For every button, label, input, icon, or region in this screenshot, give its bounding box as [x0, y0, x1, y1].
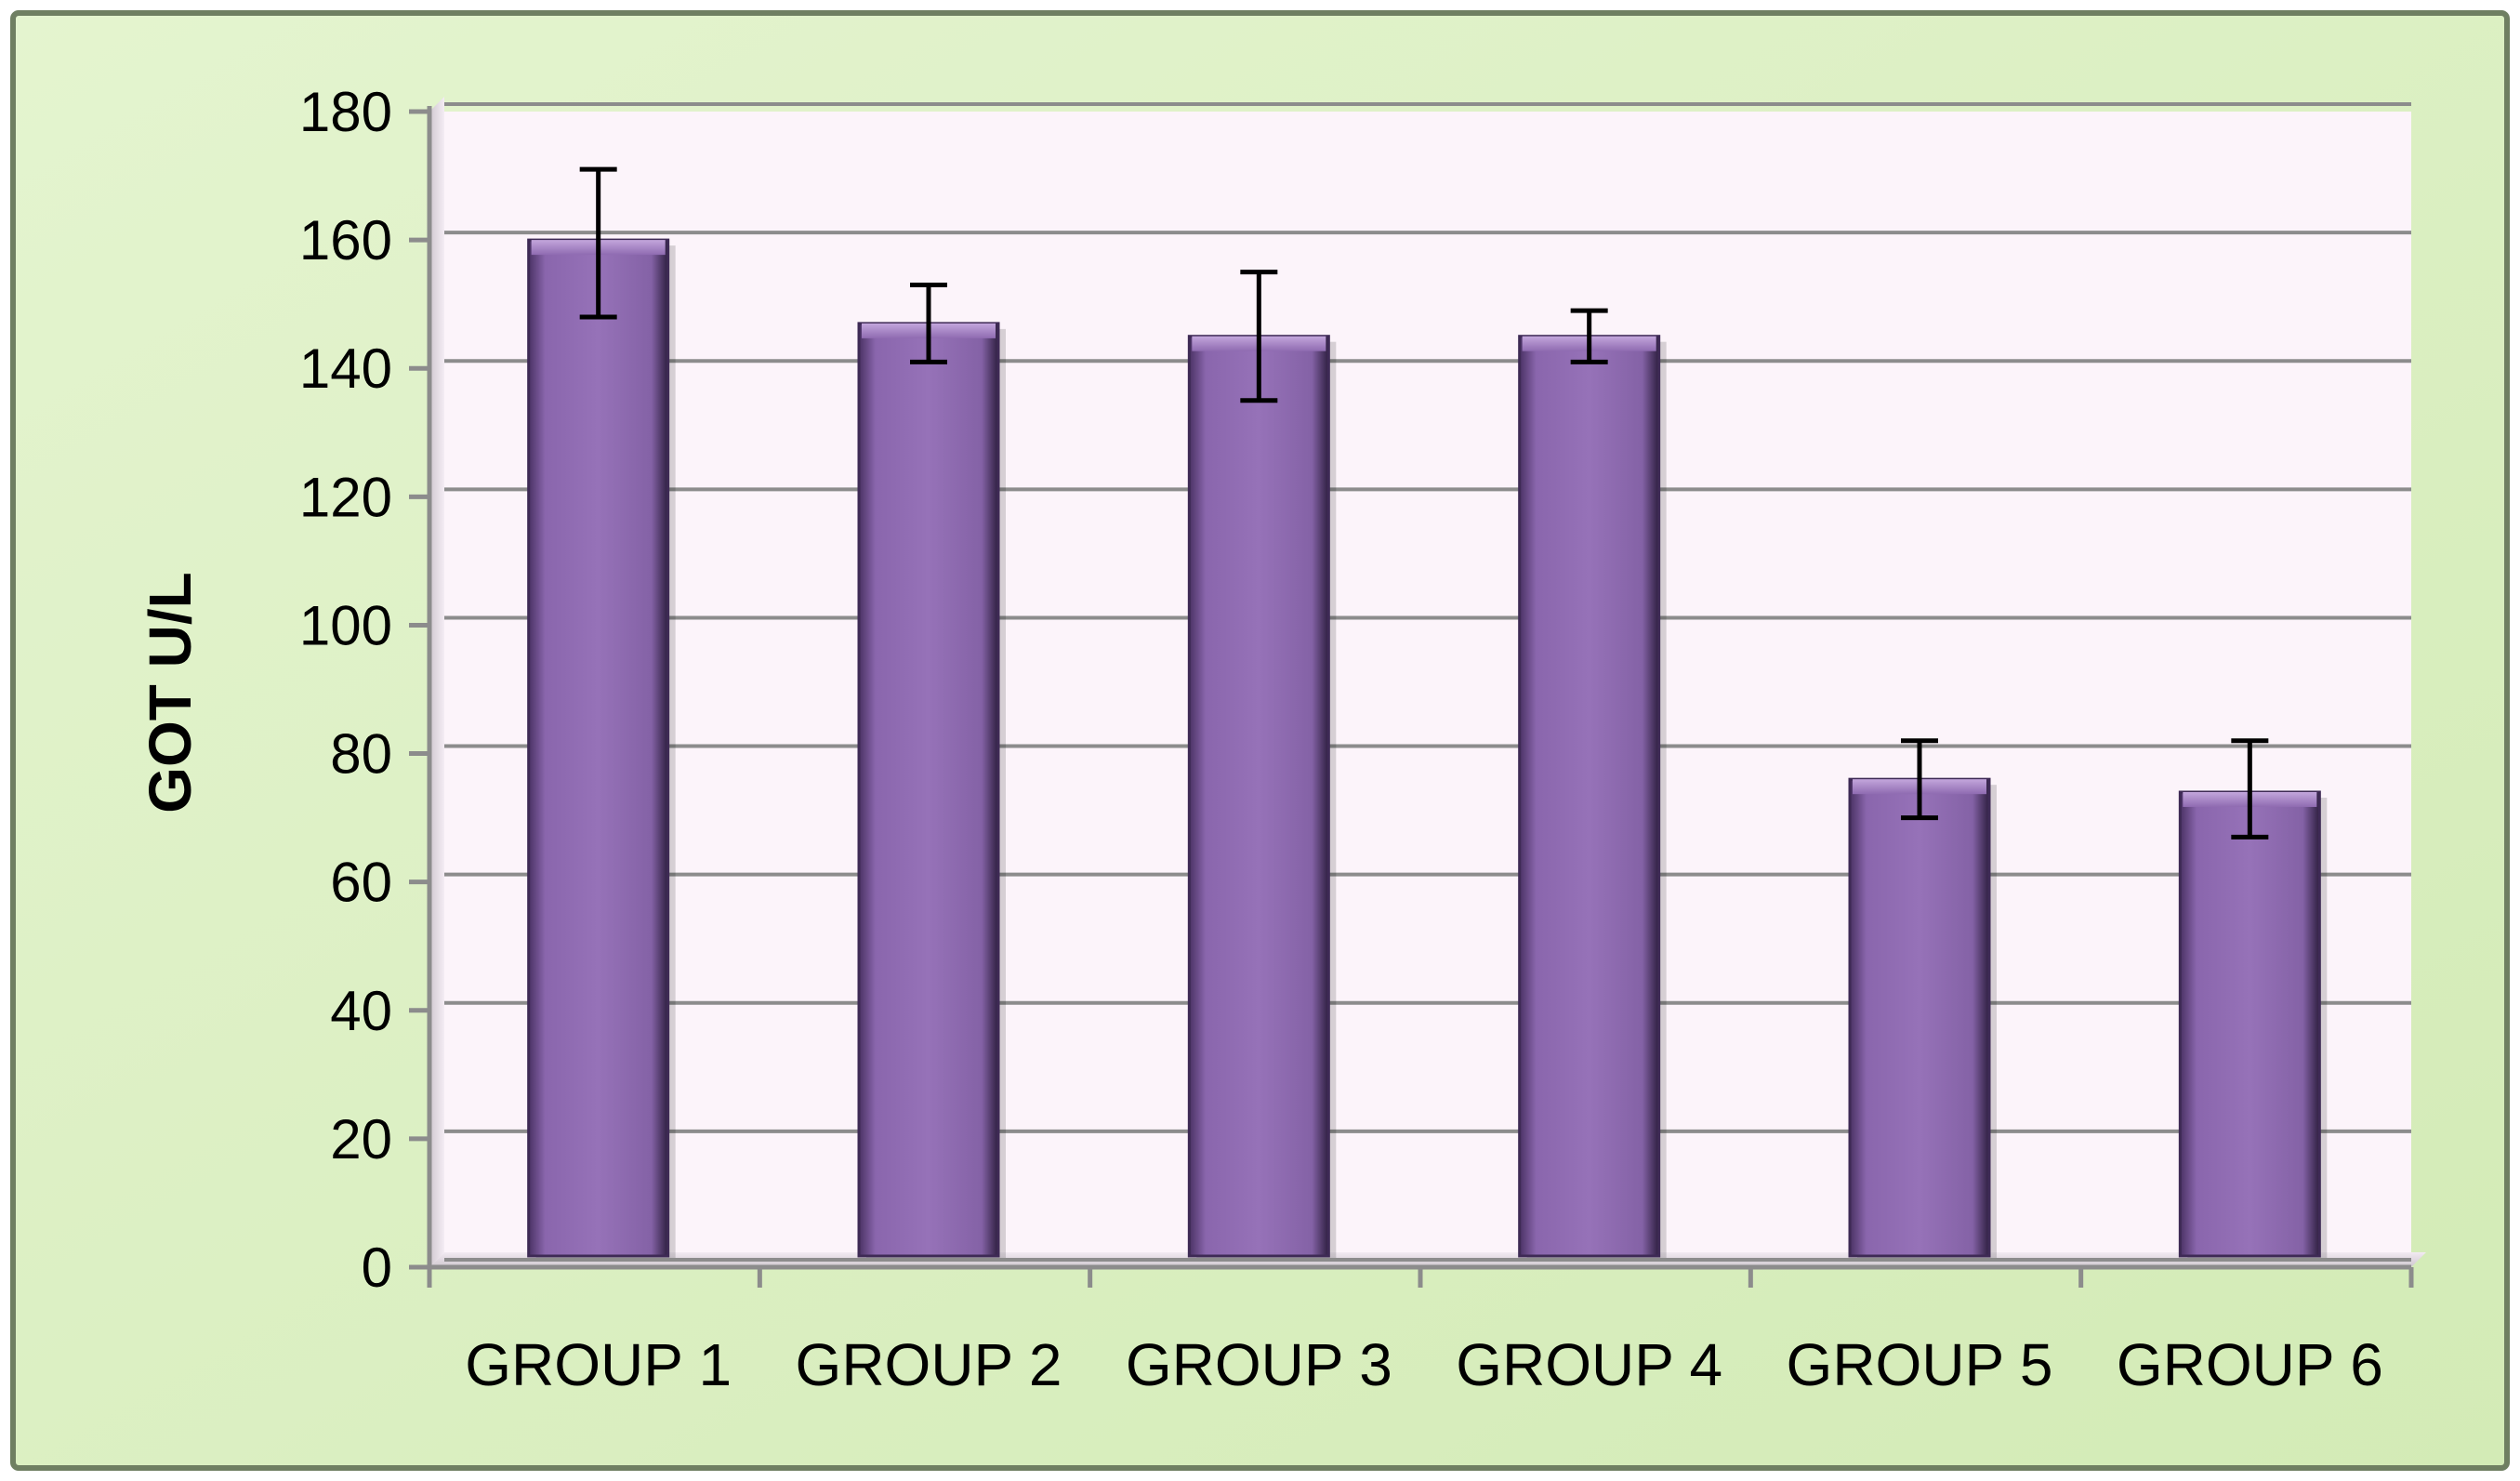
y-tick-label: 160 [299, 209, 392, 271]
y-axis-title: GOT U/L [137, 572, 204, 813]
y-tick-labels: 0 20 40 60 80 100 120 140 160 180 [299, 81, 392, 1299]
bar [1848, 777, 1997, 1258]
bar [2178, 790, 2328, 1258]
y-tick-label: 80 [330, 723, 392, 786]
bar [1518, 335, 1667, 1258]
plot-background [429, 112, 2411, 1267]
y-tick-label: 60 [330, 852, 392, 914]
error-bar [2231, 738, 2269, 840]
y-tick-label: 100 [299, 594, 392, 656]
x-tick-label: GROUP 3 [1126, 1331, 1392, 1398]
x-tick-label: GROUP 1 [465, 1331, 732, 1398]
error-bar [1901, 738, 1938, 821]
bars [527, 238, 2328, 1259]
bar [527, 238, 676, 1259]
bar [857, 322, 1006, 1259]
side-wall [429, 97, 444, 1267]
y-tick-label: 40 [330, 980, 392, 1042]
error-bar [910, 282, 947, 364]
gridlines [444, 102, 2411, 1262]
x-tick-label: GROUP 2 [796, 1331, 1062, 1398]
error-bar [1570, 308, 1608, 364]
plot-area [429, 97, 2426, 1267]
x-tick-label: GROUP 4 [1456, 1331, 1722, 1398]
bar [1187, 335, 1337, 1258]
error-bars [579, 166, 2269, 840]
y-tick-label: 120 [299, 466, 392, 528]
y-tick-label: 20 [330, 1108, 392, 1170]
y-tick-label: 0 [362, 1236, 392, 1299]
y-tick-label: 180 [299, 81, 392, 143]
axes [409, 106, 2414, 1288]
error-bar [579, 166, 617, 320]
x-tick-label: GROUP 5 [1787, 1331, 2053, 1398]
x-tick-label: GROUP 6 [2117, 1331, 2383, 1398]
y-tick-label: 140 [299, 337, 392, 400]
error-bar [1240, 270, 1278, 403]
x-tick-labels: GROUP 1 GROUP 2 GROUP 3 GROUP 4 GROUP 5 GROUP… [465, 1331, 2383, 1398]
